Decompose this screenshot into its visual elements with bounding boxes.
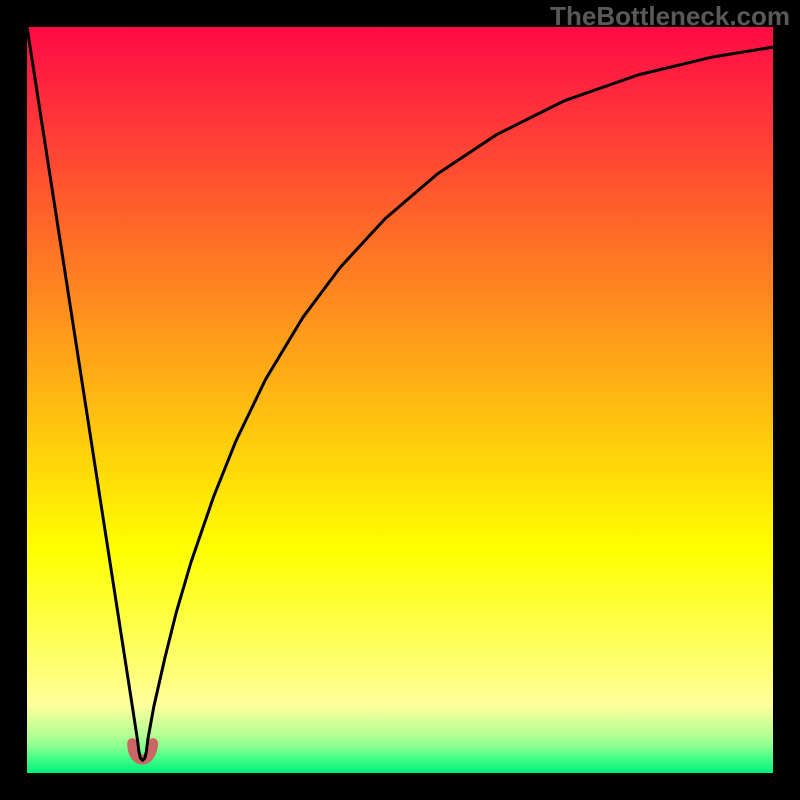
- gradient-background: [27, 27, 773, 773]
- watermark-text: TheBottleneck.com: [550, 1, 790, 32]
- chart-canvas: TheBottleneck.com: [0, 0, 800, 800]
- plot-area: [27, 27, 773, 773]
